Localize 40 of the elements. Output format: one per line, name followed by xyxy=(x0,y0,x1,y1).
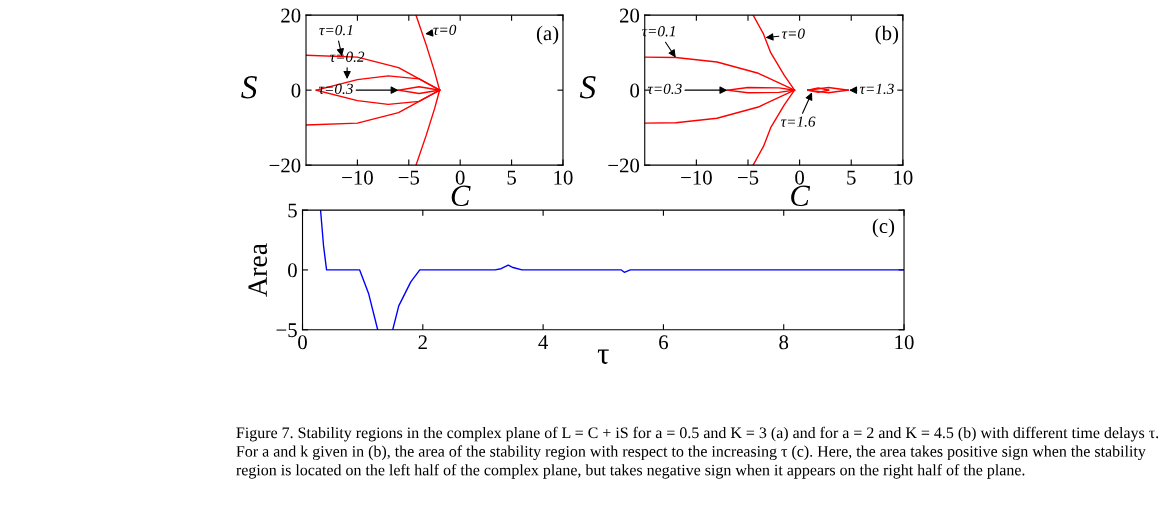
y-tick-label: −5 xyxy=(276,323,297,338)
y-tick-label: 5 xyxy=(288,203,297,218)
y-tick-label: 20 xyxy=(281,8,301,23)
x-tick-label: 0 xyxy=(795,170,805,185)
annotation: τ=0 xyxy=(433,24,457,35)
annotation: τ=0 xyxy=(781,28,805,39)
y-tick-label: −20 xyxy=(269,158,301,173)
y-tick-label: 0 xyxy=(630,83,640,98)
annotation: (a) xyxy=(536,25,559,45)
x-tick-label: 8 xyxy=(779,335,789,350)
x-tick-label: 10 xyxy=(895,335,914,350)
annotation: (c) xyxy=(872,218,895,238)
x-tick-label: 2 xyxy=(418,335,427,350)
y-tick-label: 0 xyxy=(291,83,301,98)
annotation: τ=1.3 xyxy=(859,83,894,95)
y-tick-label: 0 xyxy=(288,263,297,278)
annotation: τ=0.3 xyxy=(647,83,682,95)
annotation: τ=0.1 xyxy=(319,24,353,36)
y-tick-label: 20 xyxy=(619,8,640,23)
y-axis-title: Area xyxy=(248,243,268,297)
x-tick-label: 5 xyxy=(507,170,516,185)
x-axis-title: C xyxy=(451,185,471,207)
x-tick-label: 10 xyxy=(554,170,573,185)
x-tick-label: −5 xyxy=(737,170,759,185)
x-tick-label: 5 xyxy=(847,170,856,185)
x-tick-label: 4 xyxy=(538,335,548,350)
x-tick-label: −5 xyxy=(398,170,420,185)
x-tick-label: −10 xyxy=(681,170,712,185)
x-tick-label: 0 xyxy=(455,170,465,185)
x-axis-title: C xyxy=(791,185,811,207)
x-axis-title: τ xyxy=(597,349,609,364)
y-axis-title: S xyxy=(241,76,257,99)
y-axis-title: S xyxy=(579,76,596,99)
x-tick-label: 10 xyxy=(894,170,913,185)
caption: Figure 7. Stability regions in the complex plane of L = C + iS for a = 0.5 and K = 3 (a) and for a = 2 and K = 4.5 (b) with different time delays τ. For a and k given in (b), the area of the stability region with respect to the increasing τ (c). Here, the area takes positive sign when the stability region is located on the left half of the complex plane, but takes negative sign when it appears on the right half of the plane. xyxy=(236,426,1159,479)
x-tick-label: 6 xyxy=(659,335,669,350)
annotation: τ=1.6 xyxy=(781,116,816,127)
annotation: (b) xyxy=(875,25,899,45)
y-tick-label: −20 xyxy=(608,158,640,173)
x-tick-label: −10 xyxy=(342,170,373,185)
